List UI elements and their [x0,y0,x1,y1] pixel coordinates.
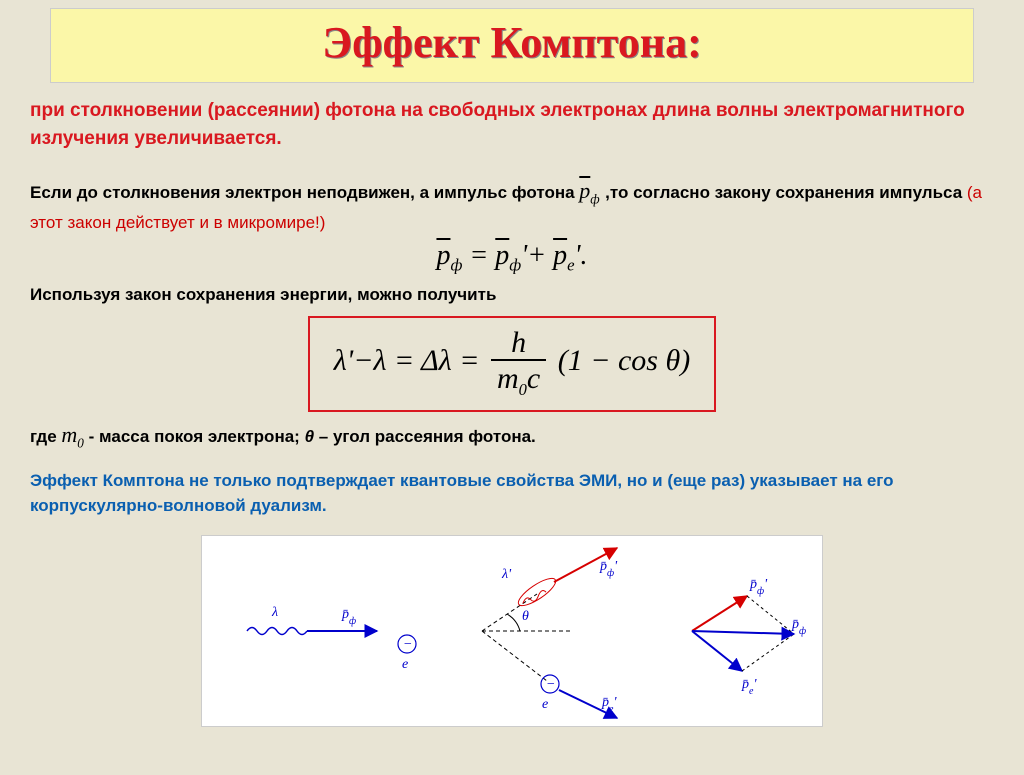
content-area: при столкновении (рассеянии) фотона на с… [0,83,1024,727]
eq1-rsub2: e [567,256,574,275]
equation-2-box: λ'−λ = Δλ = h m0c (1 − cos θ) [308,316,716,412]
title-bar: Эффект Комптона: [50,8,974,83]
page-title: Эффект Комптона: [322,18,701,67]
equation-1: pф = pф'+ pe'. [30,240,994,276]
label-e: e [402,657,408,672]
para-dash2 [742,634,794,671]
paragraph-1: Если до столкновения электрон неподвижен… [30,174,994,236]
label-pphi: p̄ф [341,607,356,627]
vec-pphi-prime [692,596,747,631]
eq1-p2: '. [575,240,588,271]
para-dash1 [747,596,794,634]
scatter-dash-down [482,631,547,681]
vec-pe-prime [692,631,742,671]
label-pphi-prime: p̄ф' [599,559,618,579]
conclusion: Эффект Комптона не только подтверждает к… [30,469,994,518]
where-m: m [61,422,77,447]
label-theta: θ [522,609,529,624]
eq1-rsub1: ф [509,256,521,275]
where-line: где m0 - масса покоя электрона; θ – угол… [30,422,994,451]
where-t1: где [30,427,61,446]
vlabel-pphi-prime: p̄ф' [749,577,768,597]
eq1-sub1: ф [450,256,462,275]
where-m-sub: 0 [77,435,84,450]
label-e2: e [542,697,548,712]
equation-2-wrap: λ'−λ = Δλ = h m0c (1 − cos θ) [30,312,994,412]
sym-p: p [579,178,590,203]
label-lambda: λ [271,605,278,620]
eq2-rhs: (1 − cos θ) [558,344,690,377]
eq2-den-c: c [527,362,540,395]
where-t2: - масса покоя электрона; [89,427,305,446]
para2-text: Используя закон сохранения энергии, можн… [30,285,496,304]
where-t3: – угол рассеяния фотона. [319,427,536,446]
eq1-r1: p [495,240,509,271]
eq1-p1: '+ [521,240,546,271]
compton-diagram: λ p̄ф − e θ λ' p̄ф' − e p̄e' [201,535,823,727]
incoming-wave [247,627,307,634]
eq2-lhs: λ'−λ = Δλ = [334,344,487,377]
eq1-r2: p [553,240,567,271]
eq2-frac: h m0c [491,326,546,400]
para1-t1: Если до столкновения электрон неподвижен… [30,183,579,202]
paragraph-2: Используя закон сохранения энергии, можн… [30,282,994,308]
eq1-lhs: p [436,240,450,271]
scattered-wave [515,574,559,610]
sym-p-sub: ф [590,191,599,206]
where-theta: θ [305,427,314,446]
electron-minus: − [403,637,412,652]
para1-t2: ,то согласно закону сохранения импульса [605,183,967,202]
eq2-den: m0c [491,361,546,400]
angle-arc [507,614,520,631]
label-lambda-prime: λ' [501,567,512,582]
eq2-den-sub: 0 [519,380,527,399]
vlabel-pe-prime: p̄e' [741,677,757,697]
intro-statement: при столкновении (рассеянии) фотона на с… [30,97,994,152]
vec-pphi-sum [692,631,794,634]
symbol-p-phi: pф [579,178,605,203]
eq2-den-m: m [497,362,519,395]
eq2-num: h [491,326,546,361]
electron-recoil-minus: − [546,677,555,692]
eq1-eq: = [469,240,495,271]
